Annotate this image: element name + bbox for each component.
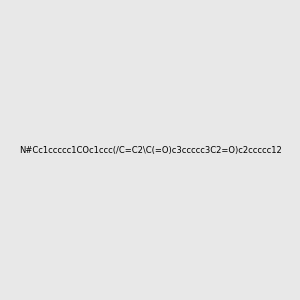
Text: N#Cc1ccccc1COc1ccc(/C=C2\C(=O)c3ccccc3C2=O)c2ccccc12: N#Cc1ccccc1COc1ccc(/C=C2\C(=O)c3ccccc3C2… — [19, 146, 281, 154]
